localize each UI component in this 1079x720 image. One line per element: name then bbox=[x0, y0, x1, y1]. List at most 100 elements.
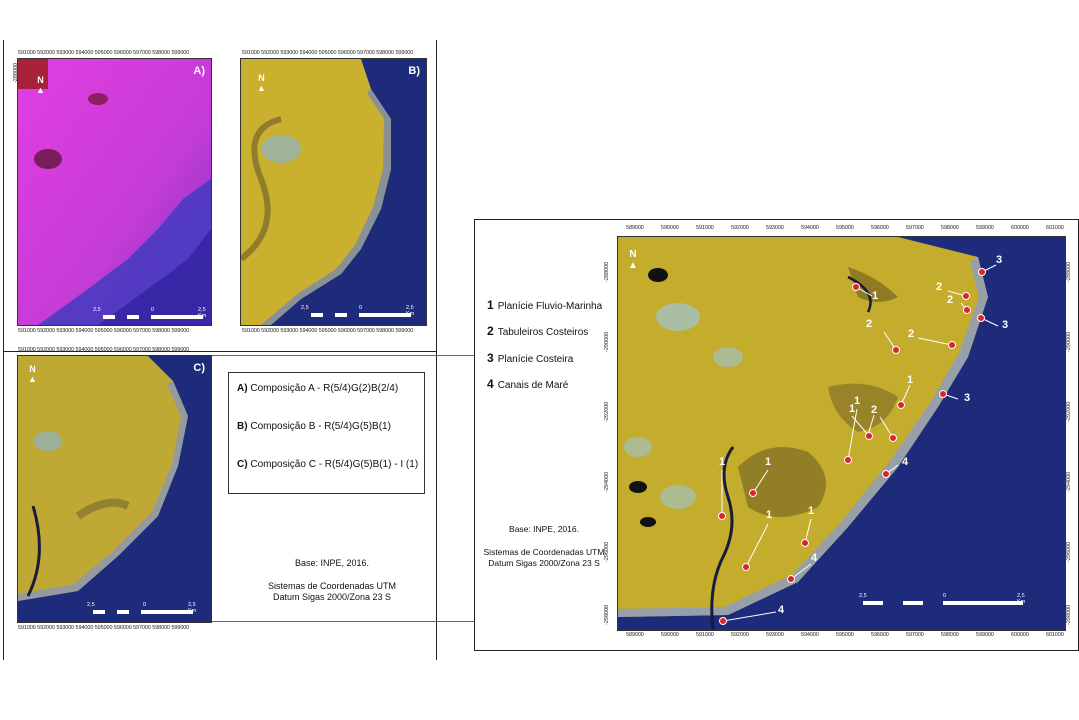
caption-left: Base: INPE, 2016. Sistemas de Coordenada… bbox=[262, 558, 402, 603]
left-frame-horizontal bbox=[3, 351, 437, 352]
composition-text: Composição A - R(5/4)G(2)B(2/4) bbox=[250, 383, 399, 394]
scale-left-label: 2,5 bbox=[93, 307, 101, 313]
coord-label: -298000 bbox=[604, 604, 610, 625]
scale-segment bbox=[93, 610, 105, 614]
detail-left-coords: -288000 -290000 -292000 -294000 -296000 … bbox=[604, 240, 616, 630]
panel-b-bottom-coords: 591000 592000 593000 594000 595000 59600… bbox=[242, 328, 414, 334]
detail-map: 1 1 1 1 1 1 1 1 2 2 2 2 2 3 3 3 4 4 4 N ▲… bbox=[617, 236, 1066, 631]
marker-point bbox=[718, 512, 726, 520]
caption-line1: Sistemas de Coordenadas UTM bbox=[483, 547, 605, 557]
scale-segment bbox=[141, 610, 193, 614]
marker-point bbox=[801, 539, 809, 547]
caption-base: Base: INPE, 2016. bbox=[294, 558, 370, 568]
panel-b-letter: B) bbox=[408, 65, 420, 77]
coord-label: 595000 bbox=[836, 632, 854, 638]
marker-point bbox=[719, 617, 727, 625]
north-label: N bbox=[37, 75, 44, 85]
unit-label: Planície Fluvio-Marinha bbox=[497, 301, 603, 312]
coord-label: -290000 bbox=[604, 331, 610, 352]
scale-mid-label: 0 bbox=[151, 307, 155, 313]
marker-label: 2 bbox=[908, 328, 915, 340]
panel-a-letter: A) bbox=[193, 65, 205, 77]
marker-point bbox=[787, 575, 795, 583]
caption-base: Base: INPE, 2016. bbox=[509, 524, 579, 534]
detail-marker-lines bbox=[721, 264, 999, 622]
marker-point bbox=[889, 434, 897, 442]
north-arrow-icon: ▲ bbox=[36, 85, 45, 95]
coord-label: 589000 bbox=[626, 632, 644, 638]
marker-label: 1 bbox=[849, 403, 856, 415]
scale-left-label: 2,5 bbox=[87, 602, 95, 608]
scale-mid-label: 0 bbox=[359, 305, 363, 311]
unit-legend-item-4: 4 Canais de Maré bbox=[487, 377, 568, 391]
coord-label: 595000 bbox=[836, 225, 854, 231]
scale-segment bbox=[359, 313, 411, 317]
coord-label: -292000 bbox=[604, 401, 610, 422]
composition-letter: C) bbox=[237, 459, 248, 470]
coord-label: 598000 bbox=[941, 632, 959, 638]
scale-segment bbox=[903, 601, 923, 605]
composition-text: Composição C - R(5/4)G(5)B(1) - I (1) bbox=[250, 459, 419, 470]
scale-segment bbox=[103, 315, 115, 319]
coord-label: 593000 bbox=[766, 225, 784, 231]
coord-label: 597000 bbox=[906, 632, 924, 638]
panel-a-map: A) N▲ 2,5 0 2,5 Km bbox=[17, 58, 212, 326]
scale-segment bbox=[151, 315, 203, 319]
coord-label: -288000 bbox=[604, 261, 610, 282]
marker-point bbox=[882, 470, 890, 478]
left-frame-vertical-right bbox=[436, 40, 437, 660]
scale-segment bbox=[127, 315, 139, 319]
coord-label: 598000 bbox=[941, 225, 959, 231]
panel-a-north-arrow: N ▲ bbox=[36, 75, 45, 95]
composition-item-b: B) Composição B - R(5/4)G(5)B(1) bbox=[237, 421, 391, 432]
detail-scale-bar: 2,5 0 2,5 Km bbox=[859, 593, 1025, 607]
caption-right: Base: INPE, 2016. Sistemas de Coordenada… bbox=[480, 524, 608, 569]
scale-mid-label: 0 bbox=[943, 593, 947, 599]
marker-point bbox=[844, 456, 852, 464]
coord-label: 594000 bbox=[801, 225, 819, 231]
scale-mid-label: 0 bbox=[143, 602, 147, 608]
marker-point bbox=[948, 341, 956, 349]
coord-label: 600000 bbox=[1011, 632, 1029, 638]
coord-label: 599000 bbox=[976, 632, 994, 638]
scale-segment bbox=[863, 601, 883, 605]
coord-label: 593000 bbox=[766, 632, 784, 638]
coord-label: 589000 bbox=[626, 225, 644, 231]
coord-label: 601000 bbox=[1046, 632, 1064, 638]
panel-b-map: B) N▲ 2,5 0 2,5 Km bbox=[240, 58, 427, 326]
marker-label: 4 bbox=[778, 604, 785, 616]
marker-point bbox=[892, 346, 900, 354]
marker-point bbox=[742, 563, 750, 571]
north-label: N bbox=[29, 364, 36, 374]
composition-letter: A) bbox=[237, 383, 248, 394]
marker-point bbox=[962, 292, 970, 300]
composition-text: Composição B - R(5/4)G(5)B(1) bbox=[250, 421, 391, 432]
scale-left-label: 2,5 bbox=[859, 593, 867, 599]
marker-point bbox=[963, 306, 971, 314]
marker-label: 2 bbox=[947, 294, 954, 306]
panel-a-image bbox=[18, 59, 211, 325]
panel-b-north-arrow: N ▲ bbox=[257, 73, 266, 93]
composition-legend: A) Composição A - R(5/4)G(2)B(2/4) B) Co… bbox=[228, 372, 425, 494]
marker-label: 2 bbox=[871, 404, 878, 416]
panel-c-bottom-coords: 591000 592000 593000 594000 595000 59600… bbox=[18, 625, 190, 631]
coord-label: -296000 bbox=[1066, 541, 1072, 562]
marker-label: 1 bbox=[719, 456, 726, 468]
north-arrow-icon: ▲ bbox=[628, 260, 638, 271]
scale-segment bbox=[335, 313, 347, 317]
unit-legend-item-3: 3 Planície Costeira bbox=[487, 351, 573, 365]
scale-segment bbox=[943, 601, 1023, 605]
coord-label: -290000 bbox=[1066, 331, 1072, 352]
marker-point bbox=[978, 268, 986, 276]
left-frame-vertical-left bbox=[3, 40, 4, 660]
unit-label: Tabuleiros Costeiros bbox=[497, 327, 589, 338]
coord-label: 592000 bbox=[731, 225, 749, 231]
marker-point bbox=[939, 390, 947, 398]
marker-label: 2 bbox=[866, 318, 873, 330]
marker-point bbox=[852, 283, 860, 291]
unit-legend-item-1: 1 Planície Fluvio-Marinha bbox=[487, 298, 602, 312]
connector-line-top bbox=[212, 355, 474, 356]
coord-label: 601000 bbox=[1046, 225, 1064, 231]
coord-label: -298000 bbox=[1066, 604, 1072, 625]
panel-c-map: C) N▲ 2,5 0 2,5 Km bbox=[17, 355, 212, 623]
